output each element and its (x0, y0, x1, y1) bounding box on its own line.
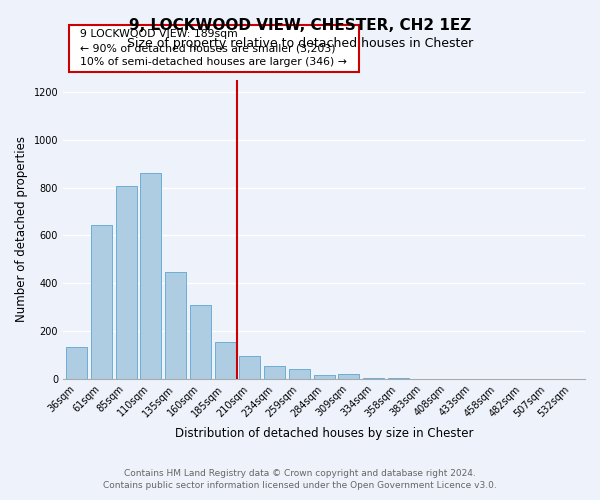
Bar (66, 346, 87, 379)
Bar (190, 305, 211, 379)
Bar (388, 378, 409, 379)
Bar (165, 272, 186, 379)
Bar (215, 342, 236, 379)
Bar (363, 378, 384, 379)
Y-axis label: Number of detached properties: Number of detached properties (15, 136, 28, 322)
X-axis label: Distribution of detached houses by size in Chester: Distribution of detached houses by size … (175, 427, 473, 440)
Bar (264, 366, 285, 379)
Text: 9 LOCKWOOD VIEW: 189sqm
  ← 90% of detached houses are smaller (3,203)
  10% of : 9 LOCKWOOD VIEW: 189sqm ← 90% of detache… (73, 29, 355, 67)
Bar (140, 174, 161, 379)
Bar (116, 186, 137, 379)
Bar (289, 369, 310, 379)
Text: Contains HM Land Registry data © Crown copyright and database right 2024.
Contai: Contains HM Land Registry data © Crown c… (103, 468, 497, 490)
Bar (338, 374, 359, 379)
Text: 9, LOCKWOOD VIEW, CHESTER, CH2 1EZ: 9, LOCKWOOD VIEW, CHESTER, CH2 1EZ (129, 18, 471, 32)
Bar (91, 224, 112, 379)
Text: Size of property relative to detached houses in Chester: Size of property relative to detached ho… (127, 38, 473, 51)
Bar (314, 374, 335, 379)
Bar (239, 356, 260, 379)
